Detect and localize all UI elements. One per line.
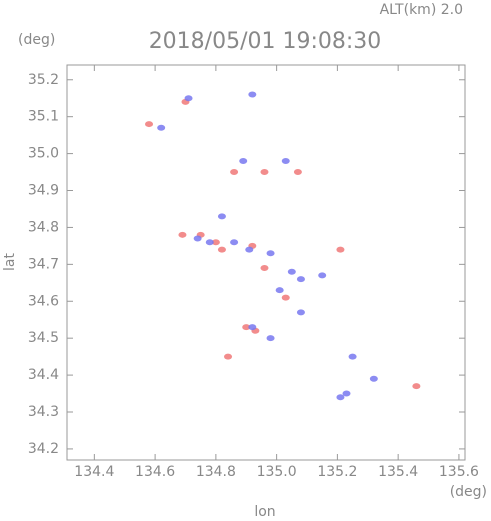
- x-tick-label: 135.4: [378, 464, 418, 480]
- echo-point: [296, 276, 305, 283]
- echo-point: [239, 157, 248, 164]
- echo-point: [224, 353, 233, 360]
- echo-point: [369, 375, 378, 382]
- y-tick-label: 34.4: [28, 367, 59, 383]
- y-unit: (deg): [18, 32, 55, 48]
- echo-point: [193, 235, 202, 242]
- echo-point: [230, 169, 239, 176]
- x-tick-label: 135.6: [439, 464, 479, 480]
- echo-point: [293, 169, 302, 176]
- y-tick-label: 34.5: [28, 330, 59, 346]
- echo-point: [242, 324, 251, 331]
- echo-point: [336, 394, 345, 401]
- y-tick-label: 34.7: [28, 256, 59, 272]
- x-unit: (deg): [450, 484, 487, 500]
- echo-point: [318, 272, 327, 279]
- echo-point: [266, 335, 275, 342]
- echo-point: [248, 324, 257, 331]
- echo-point: [336, 246, 345, 253]
- y-tick-label: 35.0: [28, 146, 59, 162]
- echo-point: [217, 246, 226, 253]
- echo-point: [178, 231, 187, 238]
- y-tick-label: 34.9: [28, 183, 59, 199]
- echo-point: [248, 91, 257, 98]
- echo-point: [296, 309, 305, 316]
- y-tick-label: 35.2: [28, 72, 59, 88]
- echo-point: [184, 95, 193, 102]
- echo-point: [230, 239, 239, 246]
- y-tick-label: 35.1: [28, 109, 59, 125]
- echo-point: [275, 287, 284, 294]
- x-tick-label: 134.8: [196, 464, 236, 480]
- chart-title: 2018/05/01 19:08:30: [149, 29, 382, 54]
- x-tick-label: 134.6: [135, 464, 175, 480]
- echo-point: [266, 250, 275, 257]
- x-tick-label: 135.2: [317, 464, 357, 480]
- echo-point: [348, 353, 357, 360]
- y-axis-label: lat: [2, 253, 18, 271]
- echo-point: [342, 390, 351, 397]
- y-tick-label: 34.8: [28, 219, 59, 235]
- echo-point: [217, 213, 226, 220]
- x-tick-label: 135.0: [257, 464, 297, 480]
- echo-point: [260, 169, 269, 176]
- y-tick-label: 34.3: [28, 404, 59, 420]
- y-tick-label: 34.2: [28, 441, 59, 457]
- echo-point: [145, 121, 154, 128]
- echo-point: [281, 294, 290, 301]
- echo-point: [281, 157, 290, 164]
- y-tick-label: 34.6: [28, 293, 59, 309]
- echo-point: [260, 265, 269, 272]
- annotation: ALT(km) 2.0: [380, 2, 463, 18]
- plot-frame: [66, 64, 466, 461]
- echo-point: [287, 268, 296, 275]
- x-axis-label: lon: [254, 504, 275, 520]
- echo-point: [211, 239, 220, 246]
- echo-point: [245, 246, 254, 253]
- echo-point: [157, 124, 166, 131]
- echo-point: [205, 239, 214, 246]
- x-tick-label: 134.4: [74, 464, 114, 480]
- echo-point: [412, 383, 421, 390]
